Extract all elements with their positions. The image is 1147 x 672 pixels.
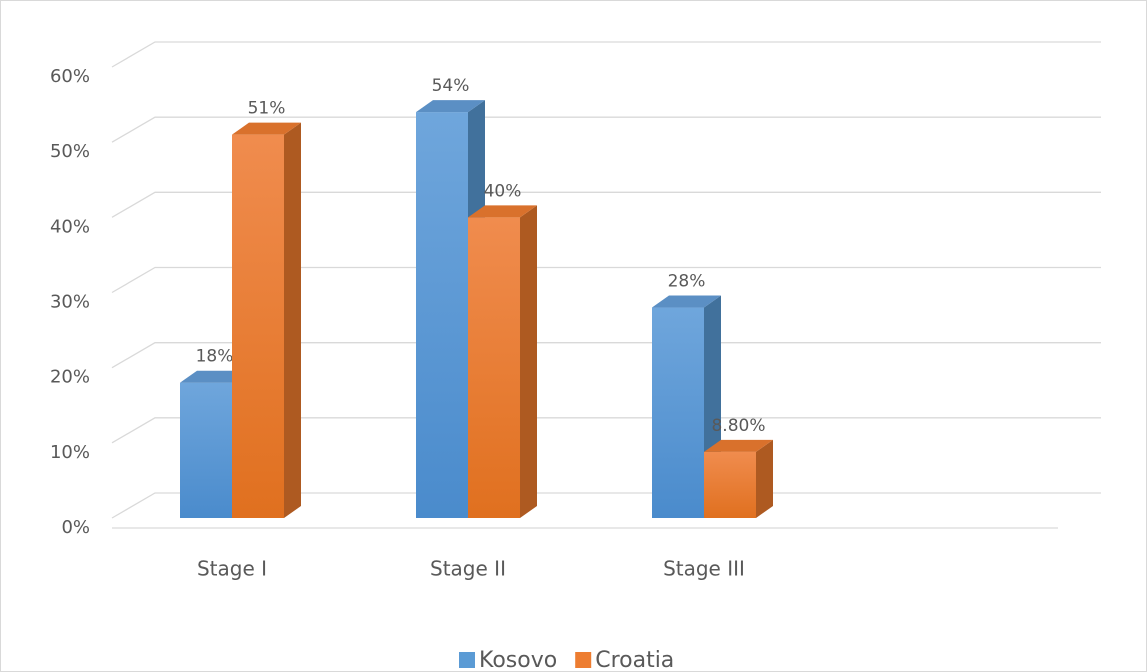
bar-front bbox=[180, 382, 232, 518]
bar-front bbox=[652, 307, 704, 518]
bar-top bbox=[180, 370, 249, 383]
x-tick-label: Stage II bbox=[430, 557, 506, 581]
y-tick-label: 60% bbox=[50, 66, 90, 87]
value-label: 8.80% bbox=[711, 416, 765, 436]
bar-side bbox=[284, 122, 301, 519]
value-label: 54% bbox=[432, 76, 470, 96]
legend-swatch bbox=[575, 652, 592, 668]
y-tick-label: 50% bbox=[50, 141, 90, 162]
grid-line bbox=[111, 417, 1101, 444]
value-label: 40% bbox=[484, 181, 522, 201]
y-tick-label: 30% bbox=[50, 292, 90, 313]
bar-top bbox=[232, 122, 301, 135]
y-tick-label: 0% bbox=[61, 517, 90, 538]
bar-front bbox=[704, 451, 756, 518]
grid-line bbox=[111, 41, 1101, 68]
bar-top bbox=[652, 295, 721, 308]
bar-front bbox=[232, 134, 284, 518]
bar-side bbox=[756, 439, 773, 518]
value-label: 51% bbox=[248, 99, 286, 119]
x-tick-label: Stage I bbox=[197, 557, 267, 581]
value-label: 28% bbox=[668, 272, 706, 292]
grid-line bbox=[111, 342, 1101, 369]
y-tick-label: 40% bbox=[50, 216, 90, 237]
bar-front bbox=[468, 217, 520, 519]
bar-top bbox=[468, 205, 537, 218]
grid-line bbox=[111, 116, 1101, 143]
y-tick-label: 20% bbox=[50, 367, 90, 388]
grid-line bbox=[111, 266, 1101, 294]
grid-line bbox=[111, 191, 1101, 218]
legend-label: Kosovo bbox=[479, 648, 557, 672]
legend-swatch bbox=[459, 652, 475, 668]
grid-line bbox=[111, 492, 1101, 519]
x-tick-label: Stage III bbox=[663, 557, 745, 581]
bar-top bbox=[416, 100, 485, 113]
bar-front bbox=[416, 112, 468, 518]
value-label: 18% bbox=[196, 347, 234, 367]
bar-side bbox=[520, 205, 537, 519]
bar-top bbox=[704, 439, 773, 452]
legend-label: Croatia bbox=[595, 648, 674, 672]
y-tick-label: 10% bbox=[50, 442, 90, 463]
